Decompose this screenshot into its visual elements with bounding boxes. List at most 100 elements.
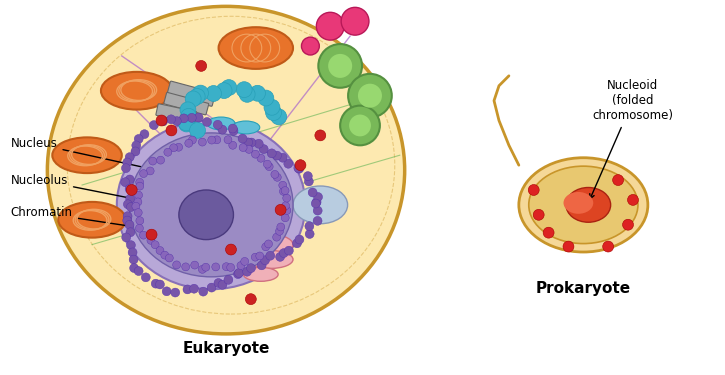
Circle shape — [229, 141, 237, 149]
Circle shape — [181, 108, 196, 124]
Circle shape — [162, 287, 171, 296]
Circle shape — [123, 212, 132, 220]
Circle shape — [126, 228, 135, 237]
Circle shape — [216, 82, 232, 99]
Circle shape — [189, 88, 205, 104]
Circle shape — [613, 175, 624, 186]
Circle shape — [224, 275, 233, 284]
Circle shape — [341, 8, 369, 35]
Ellipse shape — [293, 186, 347, 224]
Circle shape — [278, 153, 287, 162]
Ellipse shape — [101, 72, 173, 110]
Circle shape — [308, 188, 317, 197]
Circle shape — [161, 251, 169, 259]
Circle shape — [129, 255, 138, 264]
Circle shape — [313, 216, 322, 225]
Circle shape — [202, 117, 212, 126]
Circle shape — [252, 150, 260, 158]
Circle shape — [121, 178, 130, 187]
Circle shape — [273, 151, 281, 160]
Circle shape — [208, 136, 215, 144]
Ellipse shape — [244, 267, 278, 281]
Circle shape — [173, 117, 181, 126]
Circle shape — [276, 227, 283, 235]
Circle shape — [193, 85, 209, 101]
Circle shape — [139, 231, 147, 239]
Circle shape — [185, 91, 201, 107]
Ellipse shape — [47, 6, 405, 334]
Circle shape — [123, 216, 132, 225]
Circle shape — [185, 139, 193, 147]
Circle shape — [123, 200, 133, 209]
Circle shape — [340, 106, 380, 146]
Circle shape — [262, 243, 270, 251]
Circle shape — [305, 222, 314, 231]
Circle shape — [303, 172, 312, 180]
Circle shape — [239, 144, 247, 152]
Ellipse shape — [519, 158, 648, 252]
Ellipse shape — [129, 133, 293, 277]
Circle shape — [212, 263, 220, 271]
Circle shape — [234, 268, 244, 278]
Circle shape — [199, 287, 207, 296]
Circle shape — [194, 113, 203, 122]
Circle shape — [178, 115, 194, 131]
FancyBboxPatch shape — [156, 104, 197, 123]
Text: Nucleoid
(folded
chromosome): Nucleoid (folded chromosome) — [589, 79, 674, 199]
Ellipse shape — [232, 121, 260, 134]
Circle shape — [140, 170, 147, 177]
FancyBboxPatch shape — [164, 92, 209, 115]
Circle shape — [182, 263, 190, 271]
Circle shape — [131, 147, 140, 156]
Circle shape — [563, 241, 574, 252]
Circle shape — [268, 149, 276, 158]
Circle shape — [152, 279, 160, 288]
Circle shape — [247, 264, 255, 273]
Circle shape — [602, 241, 613, 252]
Circle shape — [191, 261, 199, 269]
Circle shape — [189, 122, 205, 138]
Circle shape — [152, 241, 159, 249]
Circle shape — [179, 114, 188, 123]
Circle shape — [213, 136, 221, 144]
Circle shape — [157, 156, 165, 164]
Circle shape — [628, 195, 639, 206]
Text: Eukaryote: Eukaryote — [182, 341, 270, 356]
Circle shape — [165, 254, 173, 262]
Circle shape — [264, 99, 280, 115]
Circle shape — [122, 233, 130, 242]
Circle shape — [166, 125, 177, 136]
Ellipse shape — [52, 137, 122, 173]
Circle shape — [252, 253, 260, 261]
Circle shape — [136, 224, 144, 232]
Circle shape — [238, 134, 247, 143]
Circle shape — [271, 170, 279, 178]
Circle shape — [358, 84, 382, 108]
Circle shape — [136, 178, 144, 186]
Circle shape — [190, 284, 199, 293]
Circle shape — [132, 141, 141, 150]
Ellipse shape — [566, 188, 610, 222]
Circle shape — [305, 230, 314, 238]
Circle shape — [229, 126, 238, 135]
Circle shape — [283, 194, 291, 202]
Circle shape — [312, 198, 321, 207]
Circle shape — [136, 217, 144, 225]
Circle shape — [125, 194, 135, 203]
Circle shape — [132, 202, 140, 210]
Circle shape — [126, 184, 137, 195]
Circle shape — [134, 209, 142, 216]
Circle shape — [271, 109, 286, 125]
Circle shape — [295, 160, 306, 171]
Circle shape — [281, 214, 289, 222]
Circle shape — [187, 113, 196, 122]
Circle shape — [126, 202, 136, 211]
Circle shape — [284, 246, 294, 255]
Circle shape — [146, 229, 157, 240]
Text: Prokaryote: Prokaryote — [536, 281, 631, 296]
Circle shape — [258, 90, 274, 106]
Circle shape — [239, 86, 255, 102]
Circle shape — [180, 102, 196, 118]
Ellipse shape — [563, 192, 593, 214]
Circle shape — [171, 288, 180, 297]
